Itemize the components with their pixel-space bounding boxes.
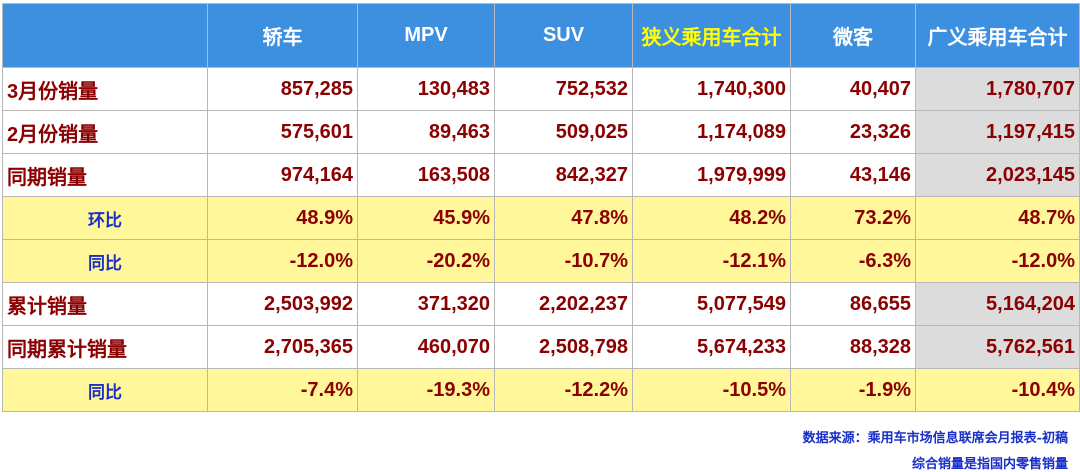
table-cell: 5,164,204 xyxy=(915,282,1080,326)
table-cell: 974,164 xyxy=(207,153,358,197)
row-label: 环比 xyxy=(2,196,208,240)
table-cell: 130,483 xyxy=(357,67,495,111)
row-label: 3月份销量 xyxy=(2,67,208,111)
row-label: 累计销量 xyxy=(2,282,208,326)
table-cell: 48.9% xyxy=(207,196,358,240)
table-cell: 163,508 xyxy=(357,153,495,197)
table-cell: 88,328 xyxy=(790,325,916,369)
table-cell: 5,077,549 xyxy=(632,282,791,326)
table-cell: 5,674,233 xyxy=(632,325,791,369)
table-cell: 86,655 xyxy=(790,282,916,326)
table-cell: 2,023,145 xyxy=(915,153,1080,197)
table-cell: -12.2% xyxy=(494,368,633,412)
table-cell: 47.8% xyxy=(494,196,633,240)
table-cell: 40,407 xyxy=(790,67,916,111)
table-cell: -20.2% xyxy=(357,239,495,283)
table-cell: -10.4% xyxy=(915,368,1080,412)
table-cell: -7.4% xyxy=(207,368,358,412)
column-header-minivan: 微客 xyxy=(790,3,916,68)
table-cell: 575,601 xyxy=(207,110,358,154)
table-cell: -19.3% xyxy=(357,368,495,412)
table-cell: -6.3% xyxy=(790,239,916,283)
table-row: 同期销量 974,164 163,508 842,327 1,979,999 43,146… xyxy=(2,153,1080,197)
row-label: 同比 xyxy=(2,368,208,412)
source-note: 数据来源：乘用车市场信息联席会月报表-初稿 xyxy=(802,431,1068,446)
table-cell: 1,740,300 xyxy=(632,67,791,111)
table-cell: 2,503,992 xyxy=(207,282,358,326)
table-cell: 48.2% xyxy=(632,196,791,240)
table-row: 同期累计销量 2,705,365 460,070 2,508,798 5,674,233… xyxy=(2,325,1080,369)
table-cell: 752,532 xyxy=(494,67,633,111)
table-cell: -1.9% xyxy=(790,368,916,412)
table-cell: 5,762,561 xyxy=(915,325,1080,369)
row-label: 同比 xyxy=(2,239,208,283)
table-cell: 1,197,415 xyxy=(915,110,1080,154)
table-cell: -12.0% xyxy=(915,239,1080,283)
table-row: 同比 -12.0% -20.2% -10.7% -12.1% -6.3% -12.0% xyxy=(2,239,1080,283)
row-label: 2月份销量 xyxy=(2,110,208,154)
column-header-mpv: MPV xyxy=(357,3,495,68)
column-header-suv: SUV xyxy=(494,3,633,68)
table-cell: 89,463 xyxy=(357,110,495,154)
header-row: 轿车 MPV SUV 狭义乘用车合计 微客 广义乘用车合计 xyxy=(2,3,1080,68)
table-cell: 1,174,089 xyxy=(632,110,791,154)
row-label: 同期销量 xyxy=(2,153,208,197)
table-row: 2月份销量 575,601 89,463 509,025 1,174,089 23,326… xyxy=(2,110,1080,154)
table-cell: 460,070 xyxy=(357,325,495,369)
table-cell: 509,025 xyxy=(494,110,633,154)
table-cell: -12.1% xyxy=(632,239,791,283)
table-body: 3月份销量 857,285 130,483 752,532 1,740,300 40,40… xyxy=(2,67,1080,412)
table-cell: 48.7% xyxy=(915,196,1080,240)
sales-table: 轿车 MPV SUV 狭义乘用车合计 微客 广义乘用车合计 3月份销量 857,2… xyxy=(2,3,1080,412)
table-row: 同比 -7.4% -19.3% -12.2% -10.5% -1.9% -10.4% xyxy=(2,368,1080,412)
table-cell: 371,320 xyxy=(357,282,495,326)
table-cell: 73.2% xyxy=(790,196,916,240)
table-row: 环比 48.9% 45.9% 47.8% 48.2% 73.2% 48.7% xyxy=(2,196,1080,240)
table-cell: 1,780,707 xyxy=(915,67,1080,111)
table-cell: 842,327 xyxy=(494,153,633,197)
table-cell: -10.7% xyxy=(494,239,633,283)
header-corner-cell xyxy=(2,3,208,68)
column-header-sedan: 轿车 xyxy=(207,3,358,68)
table-cell: -12.0% xyxy=(207,239,358,283)
table-cell: 23,326 xyxy=(790,110,916,154)
column-header-broad-total: 广义乘用车合计 xyxy=(915,3,1080,68)
table-cell: -10.5% xyxy=(632,368,791,412)
definition-note: 综合销量是指国内零售销量 xyxy=(911,457,1068,472)
table-cell: 43,146 xyxy=(790,153,916,197)
table-cell: 1,979,999 xyxy=(632,153,791,197)
table-row: 3月份销量 857,285 130,483 752,532 1,740,300 40,40… xyxy=(2,67,1080,111)
table-cell: 45.9% xyxy=(357,196,495,240)
table-cell: 2,508,798 xyxy=(494,325,633,369)
column-header-narrow-total: 狭义乘用车合计 xyxy=(632,3,791,68)
table-row: 累计销量 2,503,992 371,320 2,202,237 5,077,549 86… xyxy=(2,282,1080,326)
row-label: 同期累计销量 xyxy=(2,325,208,369)
table-cell: 2,705,365 xyxy=(207,325,358,369)
table-cell: 2,202,237 xyxy=(494,282,633,326)
table-cell: 857,285 xyxy=(207,67,358,111)
